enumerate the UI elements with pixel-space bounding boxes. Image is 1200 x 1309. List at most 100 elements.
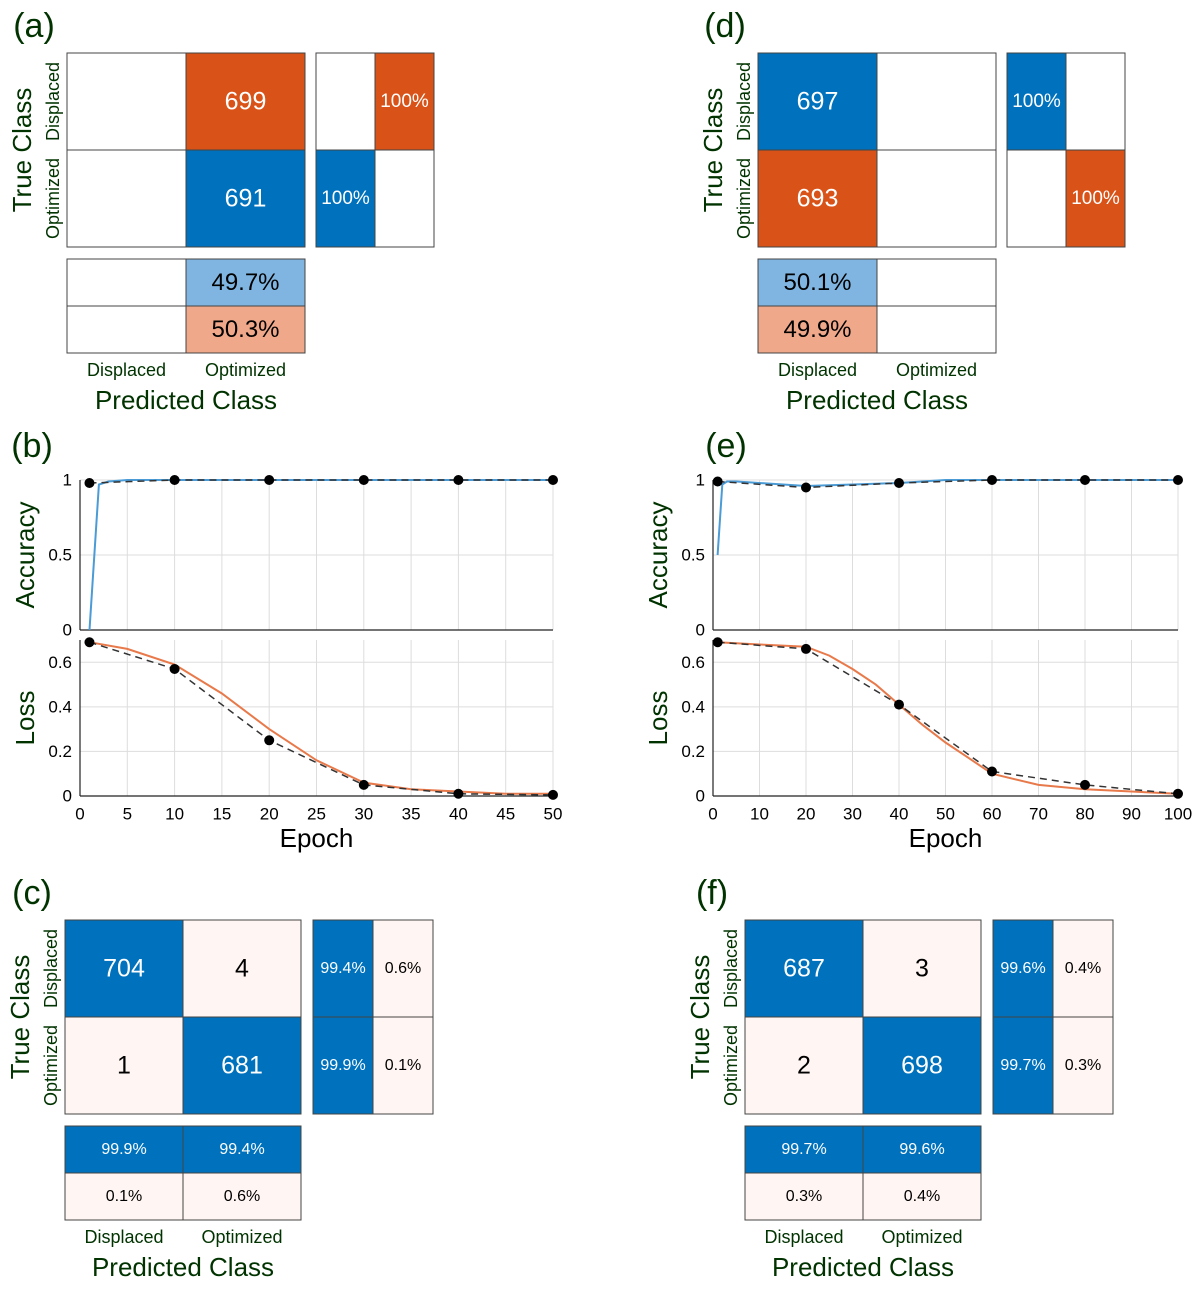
x-tick-label: 35 <box>402 805 421 824</box>
col-summary-value: 49.9% <box>783 316 851 343</box>
y-tick-label: 0 <box>63 621 72 640</box>
row-summary-value: 99.6% <box>1000 960 1045 977</box>
row-summary-value: 99.9% <box>320 1057 365 1074</box>
row-summary-cell <box>1065 52 1126 151</box>
cm-cell <box>182 1016 302 1115</box>
row-summary-cell <box>372 1016 434 1115</box>
acc-ylabel: Accuracy <box>643 502 673 609</box>
acc-validation-point <box>1173 475 1183 485</box>
loss-ylabel: Loss <box>643 691 673 746</box>
row-label: Optimized <box>721 1025 741 1106</box>
row-summary-cell <box>1065 149 1126 248</box>
acc-validation-point <box>987 475 997 485</box>
row-summary-value: 0.1% <box>385 1057 421 1074</box>
row-label: Displaced <box>721 929 741 1008</box>
row-label: Displaced <box>43 62 63 141</box>
loss-validation-point <box>1080 779 1090 790</box>
y-tick-label: 0 <box>63 787 72 806</box>
acc-validation-point <box>894 478 904 488</box>
x-tick-label: 40 <box>449 805 468 824</box>
cm-cell-value: 704 <box>103 955 145 983</box>
cm-cell-value: 687 <box>783 955 825 983</box>
panel-label-d: (d) <box>704 7 746 45</box>
row-summary-cell <box>1006 149 1067 248</box>
y-tick-label: 0 <box>696 621 705 640</box>
row-summary-cell <box>992 919 1054 1018</box>
cm-cell <box>64 919 184 1018</box>
col-summary-value: 0.6% <box>224 1188 260 1205</box>
loss-validation-line <box>717 641 1179 795</box>
loss-validation-point <box>264 735 275 746</box>
y-tick-label: 0.4 <box>48 697 72 716</box>
cm-cell-value: 691 <box>225 185 267 213</box>
x-tick-label: 60 <box>983 805 1002 824</box>
x-tick-label: 45 <box>496 805 515 824</box>
col-summary-value: 50.3% <box>211 316 279 343</box>
row-label: Displaced <box>734 62 754 141</box>
loss-validation-point <box>84 637 95 648</box>
cm-cell <box>876 149 997 248</box>
cm-cell <box>862 919 982 1018</box>
x-axis-label: Epoch <box>280 823 354 853</box>
cm-cell-value: 2 <box>797 1052 811 1080</box>
col-summary-cell <box>876 258 997 307</box>
row-summary-value: 99.7% <box>1000 1057 1045 1074</box>
y-tick-label: 0.6 <box>681 653 705 672</box>
row-summary-cell <box>374 149 435 248</box>
col-label: Optimized <box>201 1227 282 1247</box>
col-summary-value: 99.7% <box>781 1141 826 1158</box>
col-summary-value: 99.9% <box>101 1141 146 1158</box>
cm-cell <box>66 52 187 151</box>
y-tick-label: 0.6 <box>48 653 72 672</box>
cm-cell <box>185 149 306 248</box>
y-tick-label: 0.2 <box>48 742 72 761</box>
col-label: Optimized <box>896 360 977 380</box>
y-tick-label: 0 <box>696 787 705 806</box>
x-tick-label: 25 <box>307 805 326 824</box>
y-axis-title: True Class <box>7 88 37 213</box>
x-axis-title: Predicted Class <box>95 385 277 415</box>
col-summary-cell <box>182 1125 302 1174</box>
panel-label-b: (b) <box>11 427 53 465</box>
col-summary-cell <box>182 1172 302 1221</box>
acc-validation-point <box>1080 475 1090 485</box>
y-axis-title: True Class <box>698 88 728 213</box>
y-tick-label: 1 <box>696 471 705 490</box>
cm-cell <box>182 919 302 1018</box>
acc-validation-point <box>801 482 811 493</box>
acc-validation-point <box>264 475 275 485</box>
x-tick-label: 20 <box>797 805 816 824</box>
acc-validation-point <box>548 475 558 485</box>
cm-cell-value: 3 <box>915 955 929 983</box>
confusion-matrix-a: (a) 699 691 100% 100% 49.7% 50.3% Displaced Opti… <box>7 7 435 415</box>
x-tick-label: 15 <box>212 805 231 824</box>
loss-validation-point <box>548 789 558 800</box>
x-tick-label: 10 <box>750 805 769 824</box>
x-tick-label: 90 <box>1122 805 1141 824</box>
cm-cell <box>185 52 306 151</box>
row-summary-cell <box>992 1016 1054 1115</box>
col-summary-cell <box>876 305 997 354</box>
row-label: Optimized <box>734 158 754 239</box>
cm-cell-value: 4 <box>235 955 249 983</box>
row-summary-cell <box>372 919 434 1018</box>
col-label: Displaced <box>764 1227 843 1247</box>
x-tick-label: 30 <box>354 805 373 824</box>
row-summary-value: 0.4% <box>1065 960 1101 977</box>
col-summary-cell <box>64 1125 184 1174</box>
col-label: Optimized <box>205 360 286 380</box>
acc-validation-point <box>453 475 464 485</box>
x-tick-label: 70 <box>1029 805 1048 824</box>
acc-validation-point <box>169 475 180 485</box>
row-summary-cell <box>315 149 376 248</box>
cm-cell <box>66 149 187 248</box>
col-summary-cell <box>744 1172 864 1221</box>
col-label: Optimized <box>881 1227 962 1247</box>
row-label: Displaced <box>41 929 61 1008</box>
panel-label-f: (f) <box>696 874 728 912</box>
loss-training-line <box>89 641 553 795</box>
cm-cell <box>876 52 997 151</box>
panel-label-a: (a) <box>13 7 55 45</box>
training-curves-b: (b) 0 0.5 1 Accuracy 0 0.2 0.4 0.6 Loss 0 5 10 15 20 25… <box>10 427 562 853</box>
